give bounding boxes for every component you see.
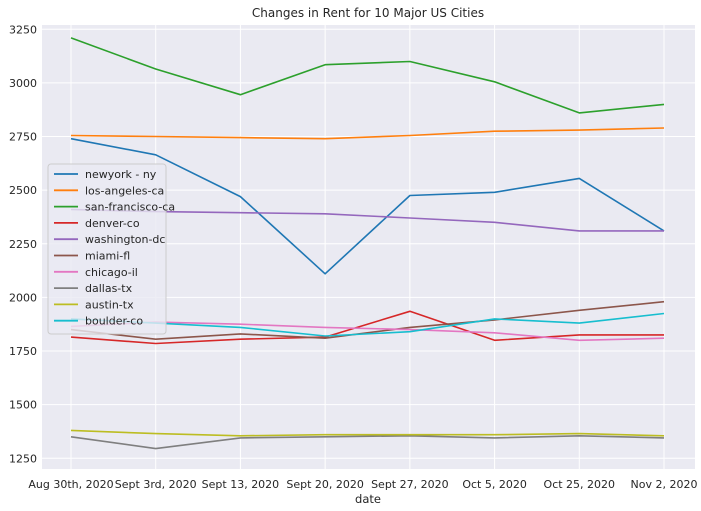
y-tick-label: 1250 — [9, 452, 37, 465]
y-tick-label: 1500 — [9, 399, 37, 412]
series-line-austin-tx — [70, 429, 665, 437]
series-line-miami-fl — [70, 300, 665, 341]
y-tick-label: 3250 — [9, 23, 37, 36]
x-tick-label: Sept 27, 2020 — [371, 478, 449, 491]
x-tick-label: Aug 30th, 2020 — [28, 478, 113, 491]
legend-label: san-francisco-ca — [85, 201, 175, 214]
y-tick-label: 2000 — [9, 291, 37, 304]
series-line-chicago-il — [70, 321, 665, 342]
legend-label: newyork - ny — [85, 168, 157, 181]
y-tick-label: 1750 — [9, 345, 37, 358]
y-tick-label: 2750 — [9, 131, 37, 144]
series-line-los-angeles-ca — [70, 127, 665, 140]
series-line-san-francisco-ca — [70, 37, 665, 114]
legend: newyork - ny los-angeles-ca san-francisco-… — [47, 163, 175, 335]
y-tick-label: 2250 — [9, 238, 37, 251]
legend-label: austin-tx — [85, 298, 134, 311]
legend-label: dallas-tx — [85, 282, 133, 295]
x-tick-label: Sept 3rd, 2020 — [115, 478, 197, 491]
chart-title: Changes in Rent for 10 Major US Cities — [252, 6, 484, 20]
legend-label: chicago-il — [85, 266, 138, 279]
series-line-washington-dc — [70, 208, 664, 232]
x-tick-label: Sept 13, 2020 — [202, 478, 280, 491]
legend-label: miami-fl — [85, 250, 130, 263]
series-line-denver-co — [70, 310, 664, 345]
x-tick-label: Sept 20, 2020 — [286, 478, 364, 491]
x-axis-label: date — [355, 492, 381, 506]
series-line-newyork-ny — [70, 137, 665, 275]
x-tick-label: Oct 25, 2020 — [544, 478, 616, 491]
y-tick-label: 3000 — [9, 77, 37, 90]
x-tick-label: Oct 5, 2020 — [462, 478, 527, 491]
legend-label: denver-co — [85, 217, 140, 230]
legend-label: washington-dc — [85, 233, 165, 246]
series-line-dallas-tx — [70, 434, 665, 450]
legend-label: boulder-co — [85, 315, 143, 328]
legend-label: los-angeles-ca — [85, 184, 164, 197]
y-tick-label: 2500 — [9, 184, 37, 197]
series-line-boulder-co — [70, 312, 665, 337]
x-tick-label: Nov 2, 2020 — [631, 478, 698, 491]
